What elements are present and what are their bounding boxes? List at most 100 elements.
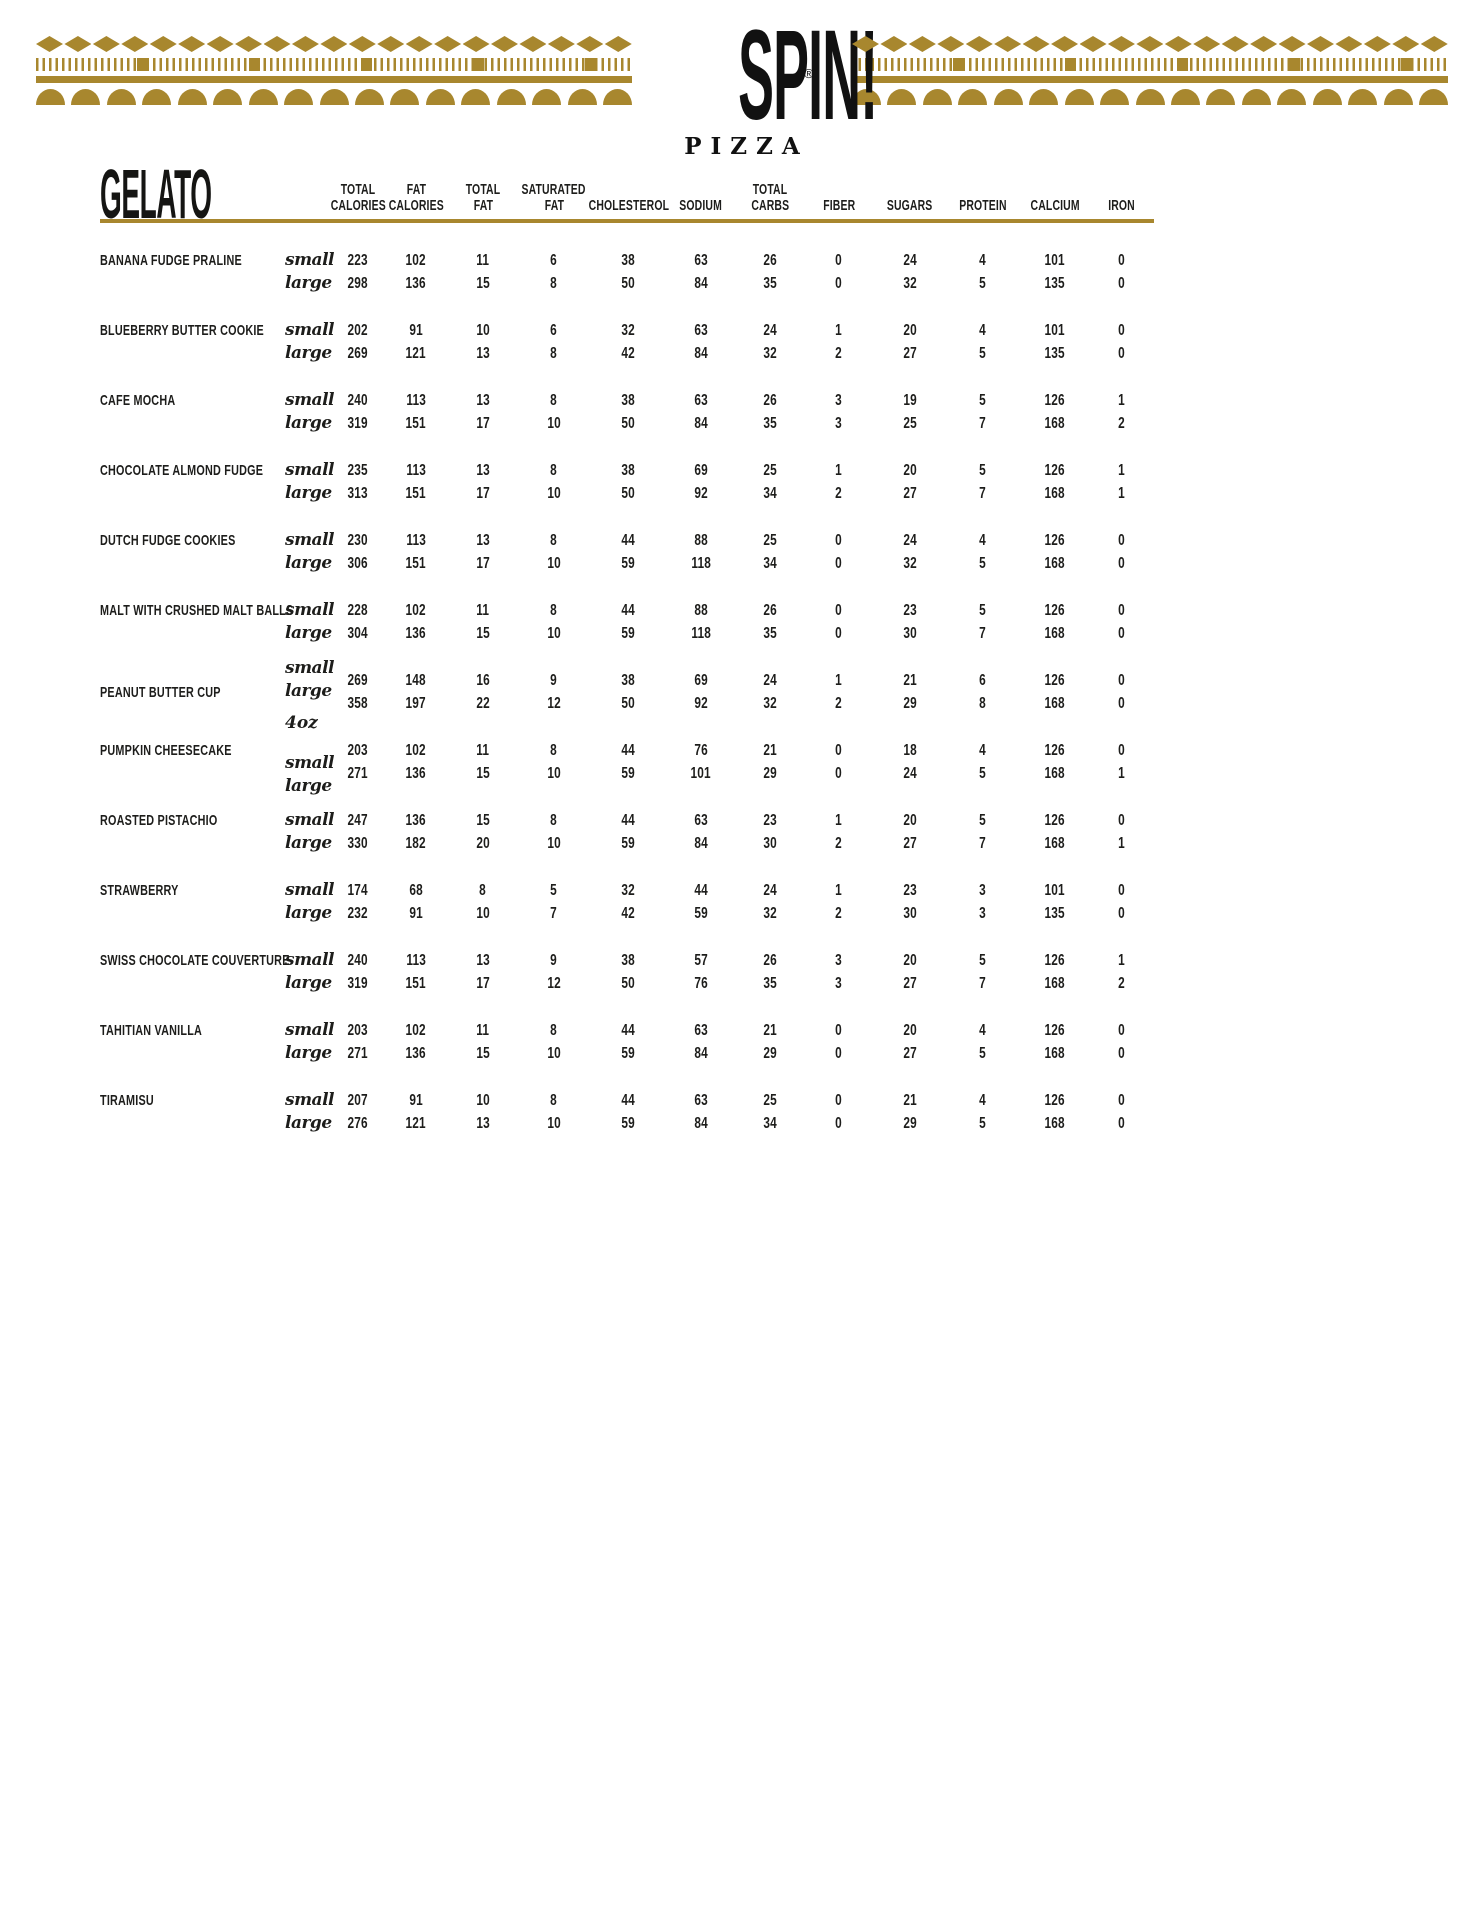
value-cell: 38: [621, 952, 636, 969]
value-cell: 59: [621, 1115, 636, 1132]
value-cell: 24: [903, 765, 917, 782]
size-label: large: [285, 553, 332, 573]
value-column: 13 17: [449, 949, 517, 995]
value-cell: 168: [1044, 485, 1066, 502]
value-cell: 35: [763, 275, 777, 292]
value-cell: 35: [763, 975, 777, 992]
value-cell: 25: [763, 1092, 777, 1109]
value-cell: 63: [694, 322, 708, 339]
value-column: 24 32: [874, 249, 946, 295]
value-cell: 15: [476, 275, 490, 292]
value-cell: 0: [835, 765, 843, 782]
flavor-name: SWISS CHOCOLATE COUVERTURE: [100, 952, 290, 969]
value-column: 76 101: [666, 739, 736, 785]
value-column: 91 121: [383, 319, 449, 365]
header-rule: [100, 219, 1154, 223]
value-cell: 202: [347, 322, 369, 339]
value-cell: 10: [476, 322, 490, 339]
value-cell: 0: [835, 1045, 843, 1062]
value-column: 25 34: [736, 529, 804, 575]
value-cell: 4: [979, 322, 987, 339]
value-cell: 23: [763, 812, 777, 829]
value-cell: 84: [694, 275, 708, 292]
value-column: 126 168: [1020, 949, 1090, 995]
value-cell: 2: [835, 345, 843, 362]
column-header: FIBER: [804, 176, 874, 214]
value-cell: 1: [835, 462, 843, 479]
registered-mark-icon: ®: [804, 66, 814, 81]
table-row: STRAWBERRY small large 174 232 68 91 8 10 5 7 32 4…: [100, 879, 1154, 925]
size-labels: small large: [285, 809, 335, 855]
value-cell: 88: [694, 532, 708, 549]
value-cell: 240: [347, 392, 369, 409]
value-cell: 0: [1118, 555, 1126, 572]
size-label: small: [285, 658, 335, 678]
value-cell: 8: [550, 392, 558, 409]
value-column: 57 76: [666, 949, 736, 995]
value-cell: 17: [476, 975, 490, 992]
value-cell: 24: [763, 322, 777, 339]
value-cell: 3: [835, 952, 843, 969]
value-cell: 59: [621, 835, 636, 852]
tick-row-ornament: [36, 58, 632, 71]
nutrition-table: TOTAL CALORIES FAT CALORIES TOTAL FAT SATURATE…: [100, 176, 1154, 1159]
flavor-name: CHOCOLATE ALMOND FUDGE: [100, 462, 264, 479]
value-cell: 42: [621, 345, 636, 362]
value-cell: 5: [979, 1115, 987, 1132]
value-cell: 136: [405, 275, 427, 292]
value-cell: 35: [763, 625, 777, 642]
value-cell: 88: [694, 602, 708, 619]
value-cell: 247: [347, 812, 369, 829]
value-cell: 26: [763, 952, 777, 969]
value-cell: 126: [1044, 952, 1066, 969]
value-cell: 34: [763, 485, 777, 502]
page-title: GELATO: [100, 155, 212, 234]
size-label: large: [285, 903, 332, 923]
value-cell: 330: [347, 835, 369, 852]
value-cell: 84: [694, 835, 708, 852]
value-cell: 21: [903, 672, 917, 689]
size-labels: small large: [285, 658, 335, 715]
value-column: 44 59: [666, 879, 736, 925]
value-column: 20 27: [874, 459, 946, 505]
value-column: 240 319: [333, 949, 383, 995]
size-label: small: [285, 810, 335, 830]
value-cell: 8: [550, 462, 558, 479]
value-cell: 63: [694, 392, 708, 409]
size-label: small: [285, 1090, 335, 1110]
value-cell: 0: [1118, 672, 1126, 689]
value-cell: 126: [1044, 812, 1066, 829]
value-cell: 30: [903, 905, 917, 922]
value-column: 126 168: [1020, 459, 1090, 505]
value-column: 230 306: [333, 529, 383, 575]
column-header: TOTAL CALORIES: [330, 176, 385, 214]
value-cell: 1: [1118, 835, 1126, 852]
size-label: large: [285, 273, 332, 293]
value-column: 21 29: [736, 739, 804, 785]
value-cell: 59: [621, 625, 636, 642]
flavor-name: DUTCH FUDGE COOKIES: [100, 532, 236, 549]
value-cell: 113: [406, 392, 426, 409]
value-cell: 235: [347, 462, 369, 479]
spin-pizza-logo: SPIN! ® PIZZA: [642, 12, 878, 161]
flavor-name: TIRAMISU: [100, 1092, 154, 1109]
value-cell: 35: [763, 415, 777, 432]
value-cell: 1: [835, 812, 843, 829]
value-column: 9 12: [517, 949, 591, 995]
value-cell: 63: [694, 1092, 708, 1109]
value-cell: 4: [979, 742, 987, 759]
value-column: 44 59: [591, 1019, 666, 1065]
value-column: 102 136: [383, 599, 449, 645]
value-cell: 2: [835, 485, 843, 502]
value-column: 24 32: [736, 319, 804, 365]
size-label-stack: small large: [285, 389, 335, 435]
